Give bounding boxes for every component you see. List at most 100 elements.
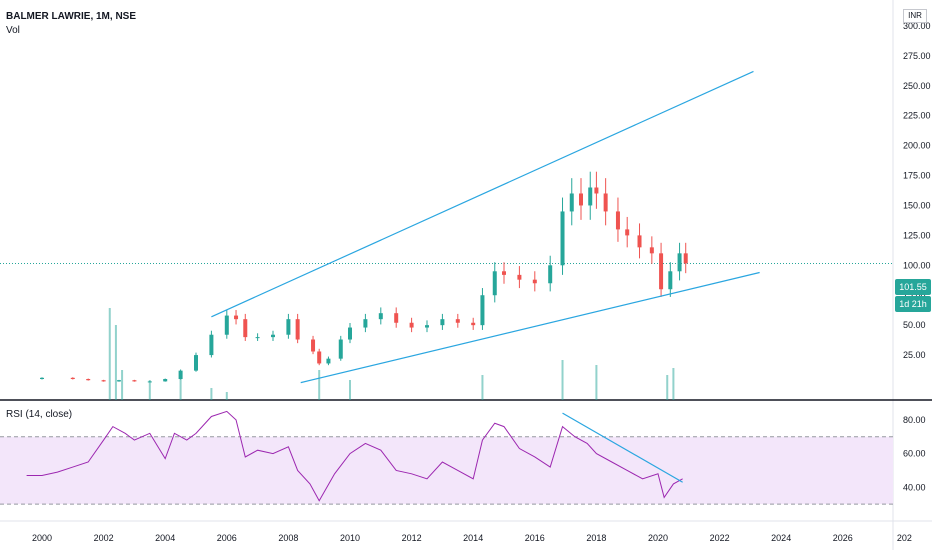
price-tick-label: 175.00 xyxy=(903,171,931,181)
candle-body xyxy=(243,319,248,338)
rsi-tick-label: 60.00 xyxy=(903,449,926,459)
candle-body xyxy=(101,380,106,382)
currency-button[interactable]: INR xyxy=(903,9,927,23)
price-tick-label: 200.00 xyxy=(903,141,931,151)
bar-countdown-tag: 1d 21h xyxy=(895,296,931,312)
candle-body xyxy=(637,235,642,248)
time-tick-label: 2008 xyxy=(278,533,298,543)
candle-body xyxy=(502,271,506,275)
symbol-title: BALMER LAWRIE, 1M, NSE xyxy=(6,11,137,22)
candle-body xyxy=(132,380,137,382)
candle-body xyxy=(326,358,331,364)
candle-body xyxy=(147,381,152,383)
candle-body xyxy=(579,193,583,206)
volume-bar xyxy=(225,392,228,400)
price-tick-label: 50.00 xyxy=(903,320,926,330)
rsi-tick-label: 40.00 xyxy=(903,482,926,492)
candle-body xyxy=(194,355,198,371)
volume-bar xyxy=(121,370,124,400)
volume-bar xyxy=(148,380,151,400)
candle-body xyxy=(348,327,352,340)
time-tick-label: 2018 xyxy=(586,533,606,543)
candle-body xyxy=(532,279,537,284)
trend-line xyxy=(300,271,760,384)
candle-body xyxy=(311,339,316,352)
candle-body xyxy=(517,274,522,280)
last-price-tag: 101.55 xyxy=(895,279,931,295)
time-tick-label: 2024 xyxy=(771,533,791,543)
candle-body xyxy=(363,319,368,328)
rsi-tick-label: 80.00 xyxy=(903,415,926,425)
price-tick-label: 275.00 xyxy=(903,51,931,61)
volume-label: Vol xyxy=(6,25,20,36)
volume-bar xyxy=(114,325,117,400)
price-tick-label: 325.00 xyxy=(903,0,931,1)
price-tick-label: 250.00 xyxy=(903,81,931,91)
candle-body xyxy=(286,319,291,335)
candle-body xyxy=(178,370,183,380)
candle-body xyxy=(40,377,44,380)
candle-body xyxy=(394,313,399,323)
volume-bar xyxy=(318,370,321,400)
time-tick-label: 2026 xyxy=(833,533,853,543)
price-tick-label: 125.00 xyxy=(903,230,931,240)
candle-body xyxy=(209,334,214,356)
time-tick-label: 2002 xyxy=(94,533,114,543)
candle-body xyxy=(409,322,414,328)
candle-body xyxy=(625,229,630,236)
candle-body xyxy=(317,351,322,364)
time-tick-label: 2020 xyxy=(648,533,668,543)
candle-body xyxy=(668,271,673,290)
time-tick-label: 2000 xyxy=(32,533,52,543)
candle-body xyxy=(649,247,654,254)
time-tick-label: 2006 xyxy=(217,533,237,543)
candle-body xyxy=(86,379,91,381)
candle-body xyxy=(455,319,460,323)
candle-body xyxy=(560,211,565,266)
candle-body xyxy=(480,295,485,326)
candle-body xyxy=(224,315,229,335)
volume-bar xyxy=(672,368,675,400)
price-tick-label: 25.00 xyxy=(903,350,926,360)
candle-body xyxy=(677,253,682,272)
candle-body xyxy=(255,337,260,339)
candle-body xyxy=(338,339,343,359)
trend-line xyxy=(562,412,683,483)
volume-bar xyxy=(561,360,564,400)
time-tick-label: 2010 xyxy=(340,533,360,543)
price-tick-label: 75.00 xyxy=(903,290,926,300)
candle-body xyxy=(271,334,275,338)
volume-bar xyxy=(349,380,351,400)
volume-bar xyxy=(210,388,213,400)
candle-body xyxy=(425,325,429,328)
candle-body xyxy=(594,187,599,194)
time-tick-label: 2004 xyxy=(155,533,175,543)
time-tick-label: 2022 xyxy=(710,533,730,543)
rsi-label: RSI (14, close) xyxy=(6,409,73,420)
time-tick-label: 2016 xyxy=(525,533,545,543)
price-tick-label: 300.00 xyxy=(903,21,931,31)
volume-bar xyxy=(179,375,182,400)
candle-body xyxy=(378,313,383,320)
candle-body xyxy=(471,322,476,326)
price-tick-label: 150.00 xyxy=(903,200,931,210)
candle-body xyxy=(588,187,593,206)
candle-body xyxy=(615,211,620,230)
volume-bar xyxy=(481,375,484,400)
candle-body xyxy=(70,377,75,380)
candle-body xyxy=(548,265,553,284)
candle-body xyxy=(659,253,664,290)
trend-line xyxy=(211,70,754,318)
time-tick-label: 202 xyxy=(897,533,912,543)
candle-body xyxy=(492,271,497,296)
volume-bar xyxy=(108,308,111,400)
volume-bar xyxy=(666,375,669,400)
candle-body xyxy=(163,379,168,382)
rsi-line xyxy=(26,410,683,502)
time-tick-label: 2014 xyxy=(463,533,483,543)
time-tick-label: 2012 xyxy=(402,533,422,543)
candle-body xyxy=(569,193,574,212)
candle-body xyxy=(683,253,688,264)
candle-body xyxy=(117,380,121,382)
